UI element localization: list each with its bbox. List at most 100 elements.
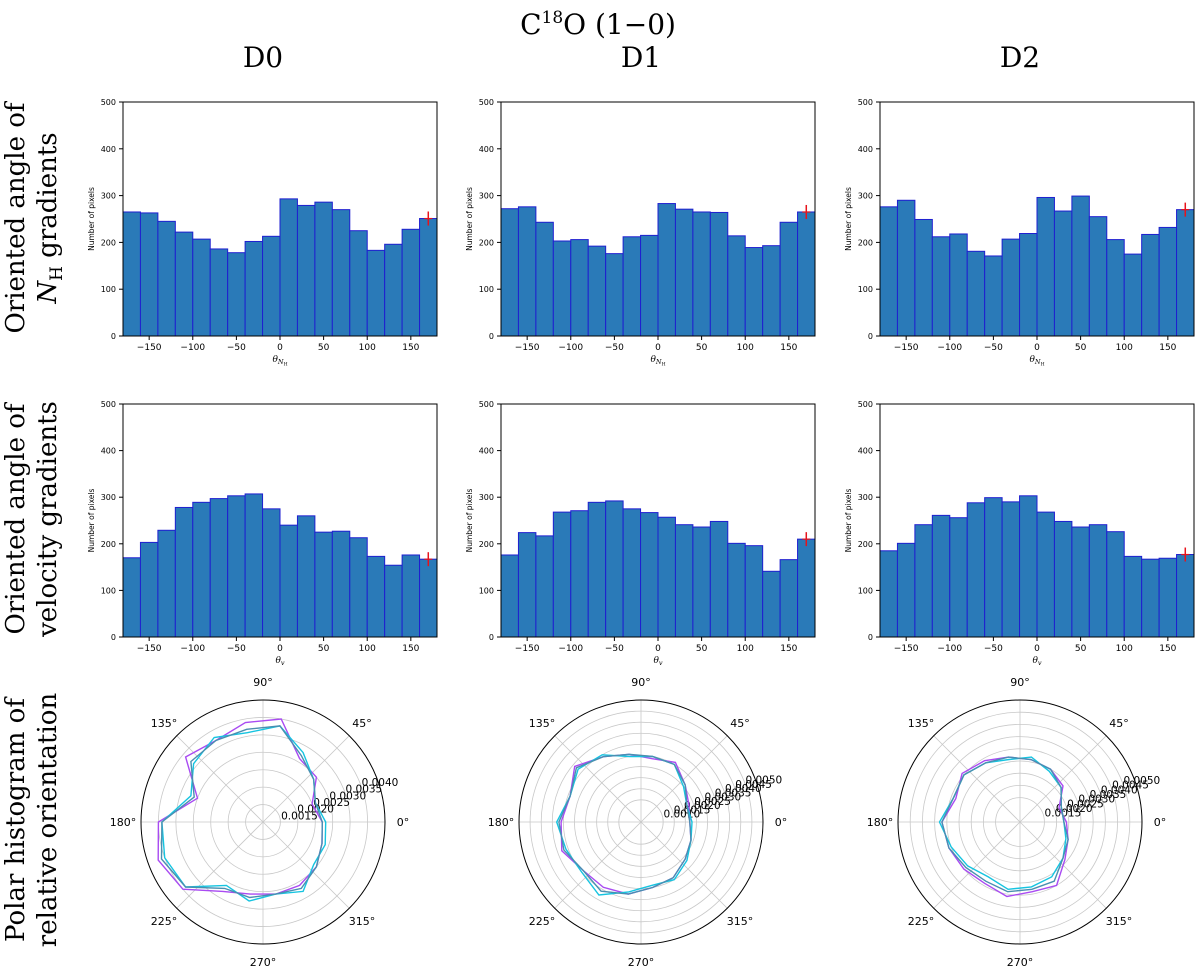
x-tick-label: −150	[515, 343, 540, 353]
polar-radial-label: 0.0040	[725, 783, 762, 795]
histogram-bar	[1019, 495, 1038, 638]
histogram-bar	[209, 498, 229, 638]
y-tick-label: 400	[858, 447, 873, 456]
y-tick-label: 500	[101, 98, 116, 107]
polar-frame	[897, 699, 1143, 945]
histogram-bar	[244, 240, 264, 337]
x-tick-label: 0	[1034, 644, 1040, 654]
x-tick-label: 50	[1075, 644, 1087, 654]
y-tick-label: 300	[858, 493, 873, 502]
polar-angle-label: 45°	[730, 717, 750, 730]
x-tick-label: −150	[137, 644, 162, 654]
histogram-bar	[419, 218, 438, 337]
y-tick-label: 500	[479, 98, 494, 107]
x-tick-label: −150	[137, 343, 162, 353]
x-tick-label: 150	[1159, 343, 1176, 353]
histogram-bar	[209, 248, 229, 337]
histogram-bar	[640, 234, 659, 337]
histogram-bar	[966, 502, 986, 638]
polar-radial-label: 0.0035	[346, 784, 383, 796]
histogram-bar	[1053, 210, 1073, 337]
histogram-bar	[570, 239, 589, 337]
histogram-bar	[570, 510, 589, 638]
histogram-bar	[279, 524, 298, 638]
x-tick-label: −150	[894, 644, 919, 654]
x-tick-label: 100	[737, 644, 754, 654]
y-axis-label: Number of pixels	[844, 489, 853, 553]
histogram-bar	[1053, 520, 1073, 638]
histogram-bar	[896, 199, 916, 337]
histogram-bar	[349, 537, 368, 638]
histogram-nh-d1: 0 100 200 300 400 500 −150 −100 −50 0 50 100 150 Numb…	[465, 98, 816, 368]
histogram-bar	[122, 557, 141, 638]
polar-radial-label: 0.0015	[674, 804, 711, 816]
histogram-bar	[384, 243, 403, 337]
y-tick-label: 400	[479, 145, 494, 154]
y-tick-label: 500	[858, 98, 873, 107]
histogram-bar	[1001, 238, 1021, 337]
histogram-bar	[1158, 557, 1178, 638]
histogram-bar	[157, 220, 176, 337]
polar-radial-label: 0.0025	[1067, 798, 1104, 810]
histogram-bar	[797, 538, 816, 638]
polar-frame	[518, 699, 764, 945]
histogram-bar	[174, 506, 194, 638]
histogram-bar	[674, 524, 694, 638]
histogram-bar	[366, 555, 386, 638]
histogram-bar	[727, 542, 746, 638]
polar-radial-label: 0.0050	[745, 775, 782, 787]
histogram-bar	[1071, 526, 1090, 638]
row-label-nh: Oriented angle of NH gradients	[1, 100, 67, 333]
y-tick-label: 100	[479, 285, 494, 294]
histogram-bar	[914, 218, 933, 337]
histogram-bar	[1036, 196, 1055, 337]
polar-radial-label: 0.0040	[1101, 784, 1138, 796]
x-tick-label: 100	[1116, 644, 1133, 654]
x-axis-label: θv	[1032, 656, 1041, 667]
y-axis-label: Number of pixels	[465, 489, 474, 553]
x-tick-label: 50	[318, 343, 330, 353]
histogram-bar	[640, 512, 659, 638]
histogram-bar	[657, 516, 676, 638]
polar-spoke	[554, 821, 642, 909]
y-tick-label: 200	[858, 238, 873, 247]
y-tick-label: 200	[858, 540, 873, 549]
histogram-bar	[192, 238, 211, 337]
histogram-bar	[419, 558, 438, 638]
y-tick-label: 400	[858, 145, 873, 154]
x-tick-label: −50	[984, 343, 1003, 353]
polar-series-teal	[160, 725, 324, 899]
polar-series-teal	[558, 753, 692, 895]
histogram-bar	[1106, 239, 1125, 337]
histogram-bar	[262, 508, 281, 638]
polar-angle-label: 45°	[1109, 717, 1129, 730]
histogram-bar	[517, 532, 537, 638]
histogram-nh-d0: 0 100 200 300 400 500 −150 −100 −50 0 50 100 150 Numb…	[87, 98, 438, 368]
histogram-bar	[762, 570, 781, 638]
histogram-bar	[401, 554, 421, 638]
y-tick-label: 200	[101, 540, 116, 549]
histogram-bar	[122, 211, 141, 337]
x-tick-label: 0	[655, 644, 661, 654]
polar-angle-label: 135°	[529, 717, 556, 730]
polar-spoke	[262, 735, 350, 823]
row-label-velocity-line1: Oriented angle of	[1, 401, 31, 634]
histogram-bar	[384, 564, 403, 638]
histogram-bar	[262, 235, 281, 337]
polar-radial-label: 0.0035	[1090, 789, 1127, 801]
x-tick-label: −50	[605, 343, 624, 353]
histogram-bar	[535, 221, 554, 337]
y-tick-label: 500	[858, 400, 873, 409]
polar-series-purple	[157, 718, 324, 895]
x-tick-label: 100	[737, 343, 754, 353]
histogram-bar	[744, 247, 764, 337]
y-tick-label: 0	[868, 332, 873, 341]
x-tick-label: 150	[402, 343, 419, 353]
histogram-bar	[331, 530, 351, 638]
histogram-bar	[879, 206, 898, 337]
x-tick-label: 150	[780, 644, 797, 654]
polar-radial-label: 0.0045	[735, 779, 772, 791]
histogram-bar	[896, 542, 916, 638]
polar-angle-label: 225°	[529, 915, 556, 928]
